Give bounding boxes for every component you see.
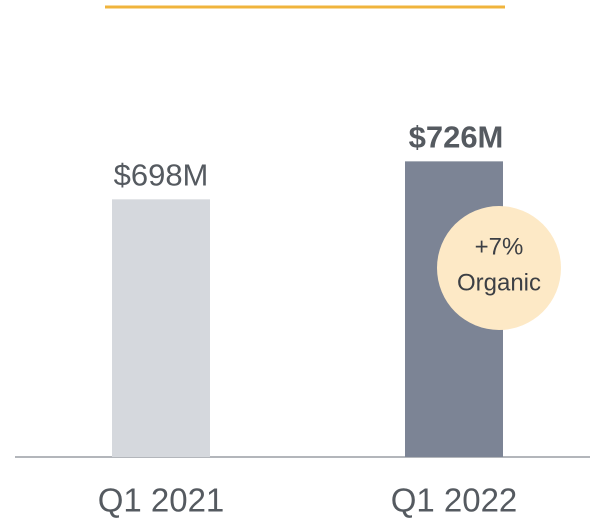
value-label: $726M [409,120,504,155]
bar [112,199,210,457]
value-label: $698M [114,158,209,193]
annotation-badge [437,206,561,330]
x-tick-label: Q1 2021 [98,482,225,519]
x-tick-label: Q1 2022 [391,482,518,519]
annotation-text: Organic [457,269,541,296]
annotation-text: +7% [475,233,524,260]
